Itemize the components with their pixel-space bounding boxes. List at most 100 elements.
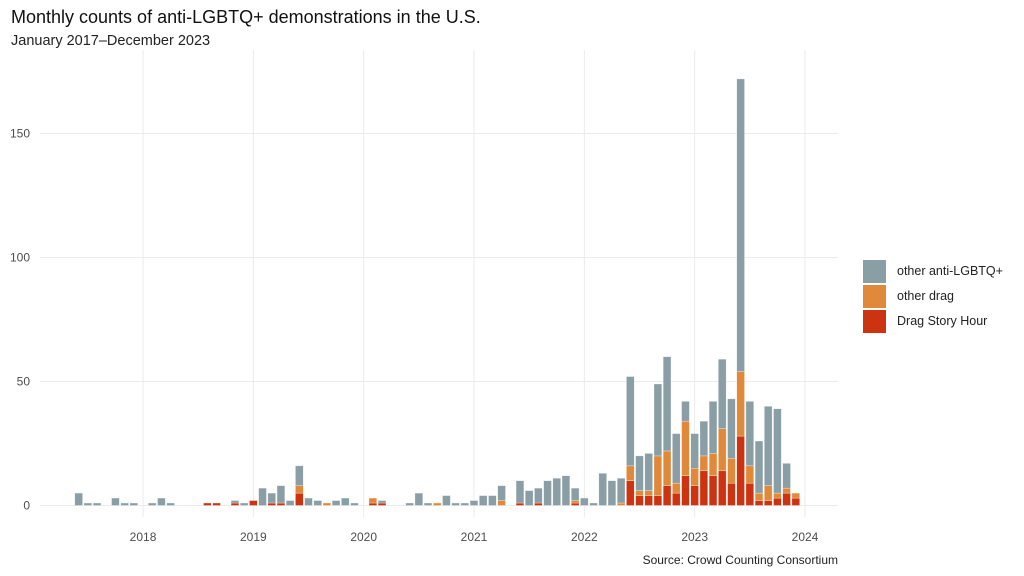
bar-drag-story-hour xyxy=(708,475,718,506)
bar-drag-story-hour xyxy=(368,502,378,506)
bar-other-anti-lgbtq xyxy=(515,480,525,504)
bar-other-anti-lgbtq xyxy=(92,502,102,506)
bar-drag-story-hour xyxy=(570,502,580,506)
bar-other-anti-lgbtq xyxy=(598,473,607,506)
bar-drag-story-hour xyxy=(267,502,276,506)
bar-other-anti-lgbtq xyxy=(699,420,709,457)
bar-other-anti-lgbtq xyxy=(83,502,93,506)
bar-drag-story-hour xyxy=(534,502,543,506)
bar-other-anti-lgbtq xyxy=(230,500,240,504)
bar-other-anti-lgbtq xyxy=(414,492,423,506)
bar-other-anti-lgbtq xyxy=(626,376,635,467)
bar-other-anti-lgbtq xyxy=(120,502,129,506)
chart-title: Monthly counts of anti-LGBTQ+ demonstrat… xyxy=(11,7,481,27)
bar-drag-story-hour xyxy=(230,502,240,506)
bar-other-anti-lgbtq xyxy=(580,497,589,506)
y-tick-label: 50 xyxy=(17,375,31,389)
bar-drag-story-hour xyxy=(635,495,644,506)
bar-other-drag xyxy=(690,468,699,486)
bar-other-anti-lgbtq xyxy=(166,502,175,506)
bar-other-anti-lgbtq xyxy=(672,433,681,484)
bar-other-anti-lgbtq xyxy=(295,465,304,486)
bar-other-anti-lgbtq xyxy=(157,497,166,506)
bar-other-drag xyxy=(295,485,304,494)
bar-other-drag xyxy=(681,420,690,476)
bar-other-drag xyxy=(322,502,332,506)
bar-other-anti-lgbtq xyxy=(350,502,359,506)
bar-drag-story-hour xyxy=(377,502,387,506)
bar-other-drag xyxy=(644,490,653,496)
bar-other-drag xyxy=(570,500,580,504)
bar-other-drag xyxy=(699,455,709,472)
bar-other-anti-lgbtq xyxy=(561,475,571,506)
bar-drag-story-hour xyxy=(515,502,525,506)
legend-item-drag-story-hour: Drag Story Hour xyxy=(863,309,1003,334)
x-tick-label: 2020 xyxy=(350,530,377,544)
legend-item-other-anti-lgbtq: other anti-LGBTQ+ xyxy=(863,259,1003,284)
bar-other-anti-lgbtq xyxy=(635,455,644,491)
bar-other-anti-lgbtq xyxy=(129,502,138,506)
x-tick-label: 2018 xyxy=(130,530,157,544)
bar-drag-story-hour xyxy=(249,500,258,506)
bar-other-anti-lgbtq xyxy=(460,502,469,506)
bar-other-anti-lgbtq xyxy=(148,502,157,506)
bar-drag-story-hour xyxy=(745,482,754,506)
bar-other-anti-lgbtq xyxy=(258,487,267,506)
bar-other-anti-lgbtq xyxy=(442,495,451,506)
bar-other-anti-lgbtq xyxy=(589,502,598,506)
bar-other-anti-lgbtq xyxy=(285,500,295,506)
bar-other-drag xyxy=(764,485,773,501)
legend: other anti-LGBTQ+ other drag Drag Story … xyxy=(863,259,1003,334)
bar-other-drag xyxy=(653,455,663,496)
bar-other-drag xyxy=(635,490,644,496)
bar-other-anti-lgbtq xyxy=(681,401,690,422)
bar-other-anti-lgbtq xyxy=(111,497,120,506)
bar-other-anti-lgbtq xyxy=(451,502,460,506)
bar-other-anti-lgbtq xyxy=(543,480,552,506)
bar-drag-story-hour xyxy=(212,502,221,506)
x-tick-label: 2024 xyxy=(792,530,819,544)
bar-drag-story-hour xyxy=(736,435,745,506)
bar-other-drag xyxy=(791,492,800,499)
bar-other-anti-lgbtq xyxy=(773,408,782,494)
legend-swatch xyxy=(863,259,886,283)
bar-drag-story-hour xyxy=(699,470,709,506)
bar-other-anti-lgbtq xyxy=(276,485,286,504)
bar-other-anti-lgbtq xyxy=(525,490,534,506)
bar-drag-story-hour xyxy=(791,497,800,506)
bar-other-anti-lgbtq xyxy=(616,477,626,504)
bar-other-anti-lgbtq xyxy=(534,487,543,504)
y-tick-label: 150 xyxy=(10,127,30,141)
bar-other-drag xyxy=(727,458,736,484)
bar-other-anti-lgbtq xyxy=(764,406,773,486)
bar-drag-story-hour xyxy=(653,495,663,506)
legend-label: other anti-LGBTQ+ xyxy=(897,264,1003,279)
bar-other-anti-lgbtq xyxy=(313,500,322,506)
bar-other-drag xyxy=(754,492,764,501)
bar-drag-story-hour xyxy=(295,492,304,506)
bar-drag-story-hour xyxy=(754,500,764,506)
y-tick-label: 100 xyxy=(10,251,30,265)
bar-other-drag xyxy=(662,450,672,486)
bar-other-drag xyxy=(626,465,635,481)
x-tick-label: 2022 xyxy=(571,530,598,544)
legend-label: Drag Story Hour xyxy=(897,314,988,329)
chart-subtitle: January 2017–December 2023 xyxy=(11,33,211,49)
bar-other-anti-lgbtq xyxy=(644,453,653,491)
bar-drag-story-hour xyxy=(681,475,690,506)
bar-other-anti-lgbtq xyxy=(331,500,341,506)
bar-other-anti-lgbtq xyxy=(497,485,506,501)
x-tick-label: 2019 xyxy=(240,530,267,544)
bar-other-anti-lgbtq xyxy=(718,358,727,429)
bar-drag-story-hour xyxy=(727,482,736,506)
bar-drag-story-hour xyxy=(690,485,699,506)
bar-drag-story-hour xyxy=(773,497,782,506)
source-caption: Source: Crowd Counting Consortium xyxy=(642,553,838,567)
y-tick-label: 0 xyxy=(23,499,30,513)
bar-drag-story-hour xyxy=(718,470,727,506)
bar-other-anti-lgbtq xyxy=(754,440,764,494)
bar-other-drag xyxy=(718,428,727,472)
bar-other-anti-lgbtq xyxy=(690,433,699,469)
bar-drag-story-hour xyxy=(782,492,791,506)
